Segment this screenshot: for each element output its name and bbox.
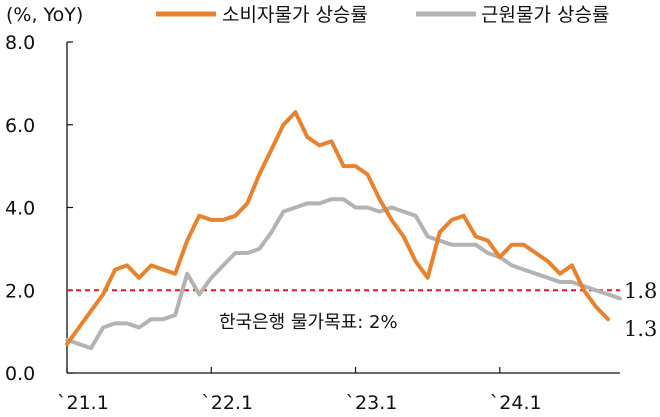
y-unit-label: (%, YoY) <box>6 4 83 26</box>
y-tick-label: 0.0 <box>5 363 35 385</box>
y-tick-label: 8.0 <box>5 32 35 54</box>
legend-label-cpi: 소비자물가 상승률 <box>222 4 368 26</box>
y-tick-label: 2.0 <box>5 280 35 302</box>
x-tick-label: `24.1 <box>490 392 542 414</box>
y-tick-label: 6.0 <box>5 115 35 137</box>
legend-label-core: 근원물가 상승률 <box>481 4 609 26</box>
x-tick-label: `21.1 <box>57 392 109 414</box>
core-series-line <box>65 197 622 351</box>
axes: 0.0 2.0 4.0 6.0 8.0 `21.1 `22.1 `23.1 `24.1 <box>5 32 620 414</box>
core-end-label: 1.8 <box>624 279 657 303</box>
y-tick-label: 4.0 <box>5 198 35 220</box>
x-tick-label: `23.1 <box>346 392 398 414</box>
legend: 소비자물가 상승률 근원물가 상승률 <box>156 4 609 26</box>
x-tick-label: `22.1 <box>201 392 253 414</box>
series-layer <box>65 110 622 351</box>
cpi-series-line <box>65 110 610 346</box>
cpi-end-label: 1.3 <box>624 317 657 341</box>
target-annotation: 한국은행 물가목표: 2% <box>219 312 398 333</box>
